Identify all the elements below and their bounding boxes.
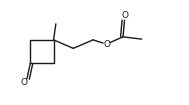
Text: O: O [121, 11, 128, 20]
Text: O: O [103, 39, 110, 49]
Text: O: O [21, 78, 28, 87]
